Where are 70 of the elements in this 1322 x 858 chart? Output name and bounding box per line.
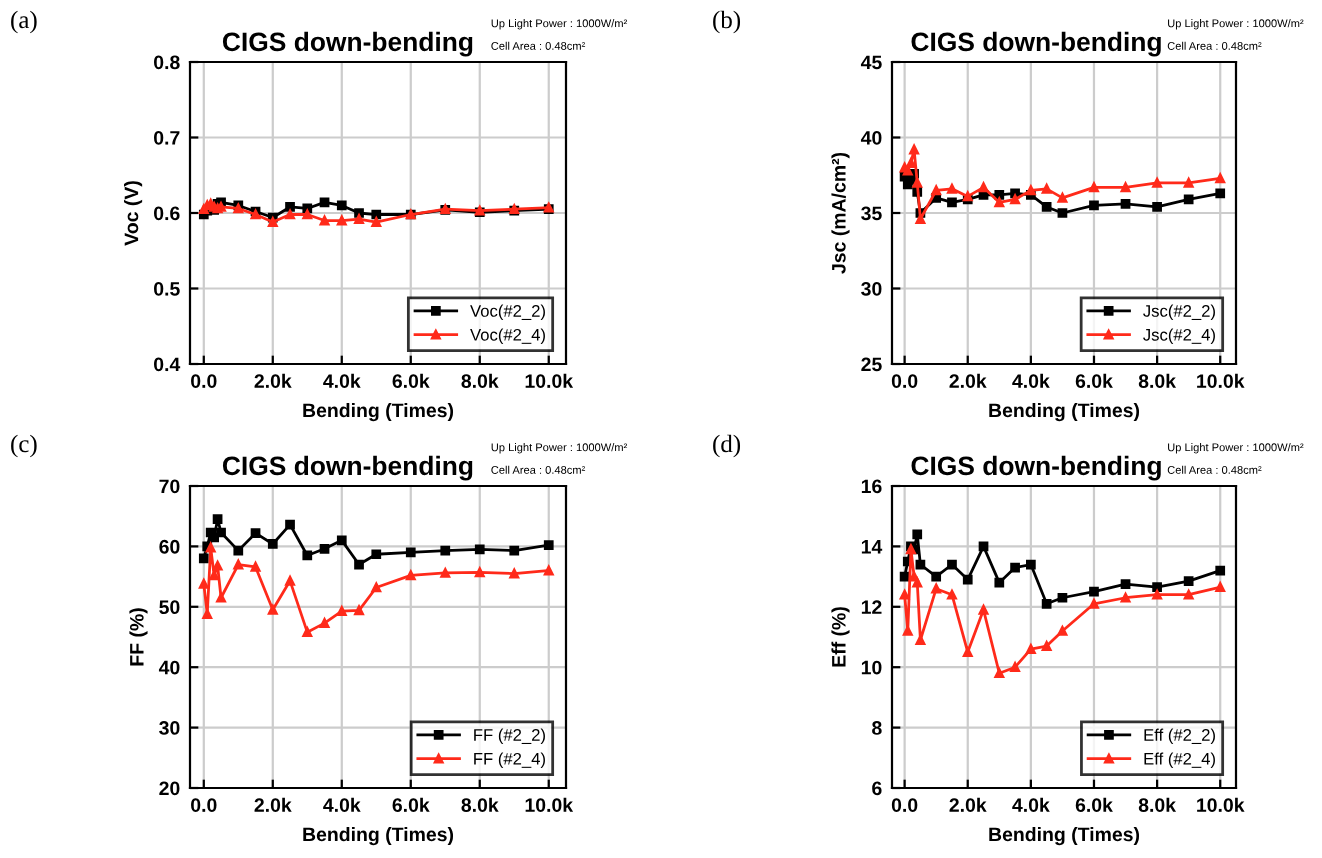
x-tick-label: 10.0k (525, 373, 574, 388)
legend-label: Eff (#2_4) (1144, 752, 1215, 768)
chart-title: CIGS down-bending (911, 31, 1161, 57)
y-tick-label: 0.4 (154, 357, 181, 372)
legend-label: Voc(#2_4) (470, 328, 545, 344)
y-tick-label: 10 (861, 660, 882, 675)
y-tick-label: 8 (872, 721, 882, 735)
y-tick-label: 25 (861, 357, 882, 372)
y-tick-label: 0.7 (154, 130, 180, 145)
y-axis-title: Voc (V) (124, 181, 143, 246)
text: (c) (11, 434, 37, 458)
x-tick-label: 2.0k (254, 373, 292, 388)
x-tick-label: 6.0k (392, 797, 430, 812)
x-tick-label: 4.0k (1012, 797, 1050, 812)
y-tick-label: 0.5 (154, 281, 180, 296)
y-tick-label: 40 (158, 660, 180, 675)
y-tick-label: 50 (159, 600, 180, 615)
text: (a) (11, 10, 37, 34)
y-tick-label: 30 (861, 281, 882, 296)
y-axis-title: Eff (%) (831, 607, 850, 667)
y-tick-label: 35 (861, 206, 882, 221)
legend-label: FF (#2_4) (474, 752, 545, 768)
x-tick-label: 8.0k (461, 797, 499, 812)
text: (d) (713, 434, 741, 458)
y-tick-label: 40 (860, 130, 882, 145)
x-tick-label: 8.0k (461, 373, 499, 388)
y-axis-title: FF (%) (129, 608, 148, 666)
x-tick-label: 0.0 (891, 798, 918, 812)
x-axis-title: Bending (Times) (303, 402, 454, 422)
y-tick-label: 20 (159, 781, 180, 796)
x-tick-label: 6.0k (392, 373, 430, 388)
x-tick-label: 8.0k (1138, 797, 1177, 812)
x-tick-label: 0.0 (891, 374, 918, 388)
y-tick-label: 16 (861, 479, 882, 494)
x-tick-label: 4.0k (323, 373, 361, 388)
x-tick-label: 10.0k (1197, 373, 1245, 388)
y-tick-label: 14 (861, 540, 883, 554)
x-tick-label: 2.0k (254, 797, 292, 812)
legend-label: Jsc(#2_4) (1143, 328, 1215, 344)
chart-title: CIGS down-bending (911, 455, 1161, 481)
x-tick-label: 6.0k (1075, 797, 1113, 812)
x-tick-label: 2.0k (949, 373, 987, 388)
x-axis-title: Bending (Times) (303, 826, 454, 846)
chart-title: CIGS down-bending (222, 31, 473, 57)
x-axis-title: Bending (Times) (989, 826, 1140, 846)
x-tick-label: 0.0 (191, 798, 217, 812)
y-tick-label: 45 (860, 55, 882, 70)
y-axis-title: Jsc (mA/cm²) (831, 152, 850, 274)
legend-label: Jsc(#2_2) (1143, 304, 1215, 321)
y-tick-label: 0.6 (154, 206, 180, 221)
chart-title: CIGS down-bending (222, 455, 473, 481)
x-tick-label: 10.0k (1197, 797, 1245, 812)
y-tick-label: 70 (159, 479, 180, 494)
x-tick-label: 10.0k (525, 797, 574, 812)
y-tick-label: 12 (861, 600, 882, 614)
x-axis-title: Bending (Times) (989, 402, 1140, 422)
x-tick-label: 6.0k (1075, 373, 1113, 388)
x-tick-label: 4.0k (323, 797, 361, 812)
legend-label: Voc(#2_2) (470, 304, 545, 321)
legend-label: FF (#2_2) (474, 728, 545, 745)
y-tick-label: 60 (159, 539, 180, 554)
y-tick-label: 30 (159, 721, 180, 735)
y-tick-label: 6 (872, 781, 882, 796)
text: (b) (713, 10, 741, 34)
x-tick-label: 8.0k (1138, 373, 1177, 388)
x-tick-label: 2.0k (949, 797, 987, 812)
x-tick-label: 4.0k (1012, 373, 1050, 388)
x-tick-label: 0.0 (191, 374, 217, 388)
y-tick-label: 0.8 (154, 55, 180, 70)
legend-label: Eff (#2_2) (1144, 728, 1215, 745)
